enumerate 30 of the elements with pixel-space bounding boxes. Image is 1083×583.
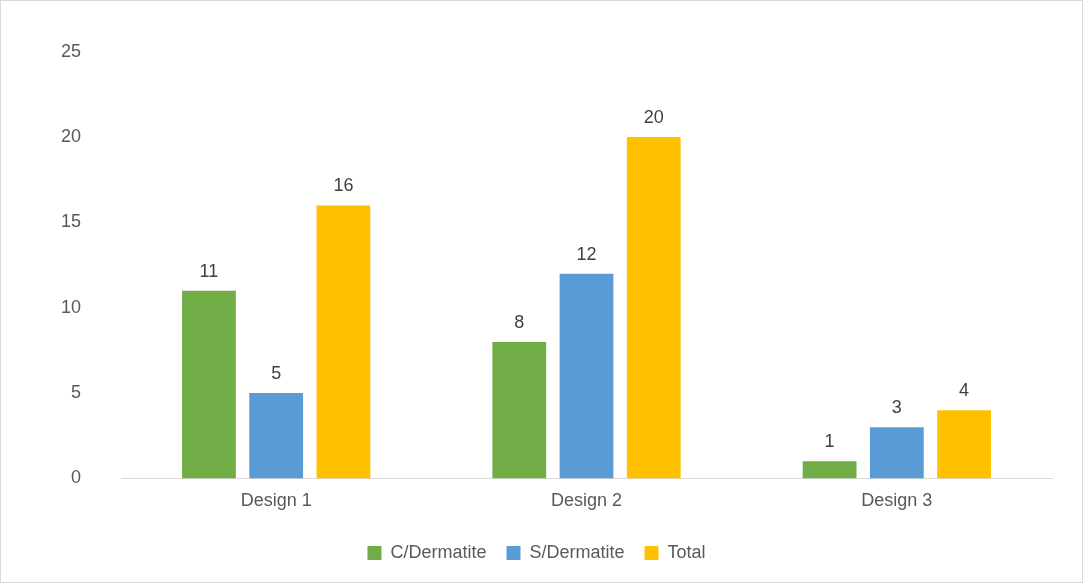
bar — [316, 205, 371, 479]
x-tick-label: Design 1 — [240, 490, 312, 511]
data-label: 20 — [643, 107, 664, 128]
data-label: 1 — [824, 431, 835, 452]
data-label: 12 — [576, 243, 597, 264]
bar — [182, 290, 236, 479]
bar — [937, 410, 991, 479]
x-tick-label: Design 3 — [861, 490, 933, 511]
data-label: 11 — [199, 260, 219, 281]
bar — [869, 427, 924, 479]
data-label: 8 — [514, 311, 525, 332]
y-tick-label: 10 — [60, 296, 82, 317]
y-tick-label: 25 — [60, 40, 82, 61]
y-tick-label: 15 — [60, 211, 82, 232]
bar — [559, 273, 614, 479]
data-label: 4 — [959, 380, 970, 401]
legend-label: C/Dermatite — [390, 541, 487, 562]
bar — [802, 461, 857, 479]
x-tick-label: Design 2 — [550, 490, 623, 511]
bar — [492, 341, 547, 479]
data-label: 16 — [333, 175, 354, 196]
y-tick-label: 0 — [71, 467, 82, 488]
bar — [626, 137, 681, 479]
legend-label: S/Dermatite — [529, 541, 625, 562]
legend-label: Total — [667, 541, 706, 562]
y-tick-label: 5 — [71, 382, 82, 403]
y-tick-label: 20 — [60, 126, 82, 147]
data-label: 5 — [271, 363, 282, 384]
data-label: 3 — [891, 397, 902, 418]
bar — [249, 393, 304, 479]
